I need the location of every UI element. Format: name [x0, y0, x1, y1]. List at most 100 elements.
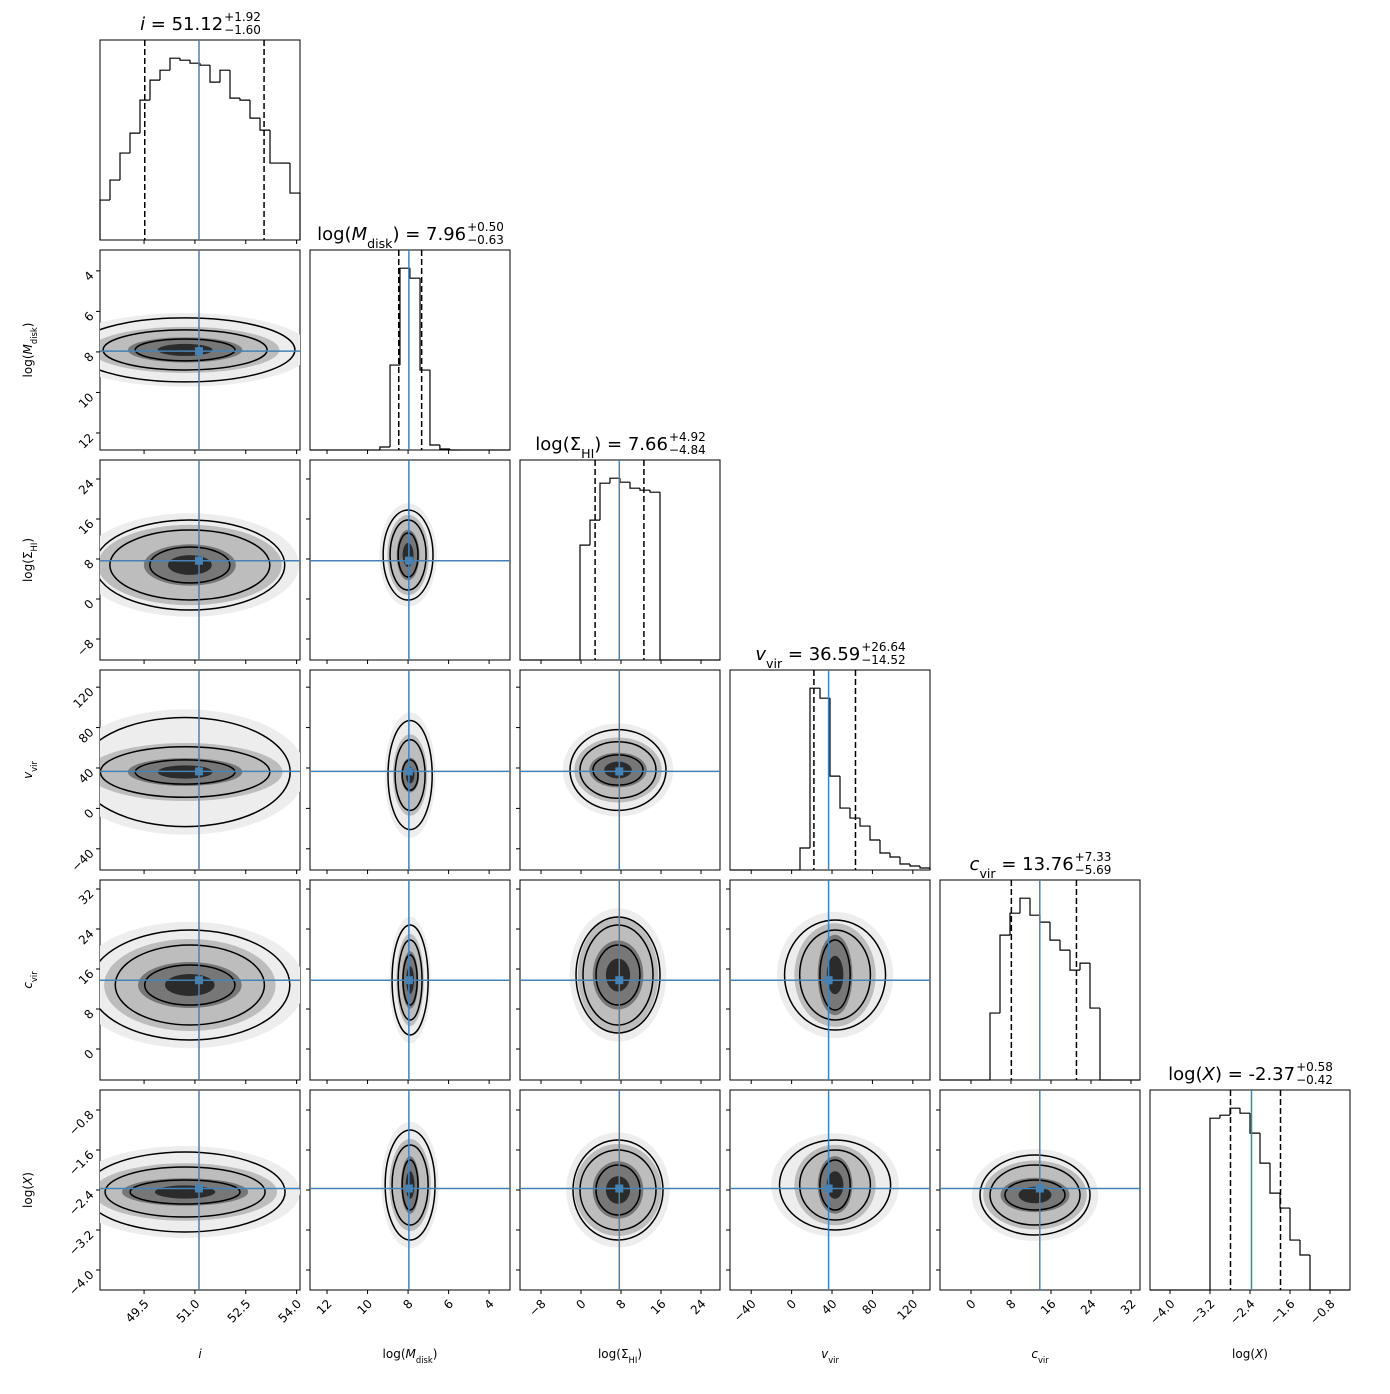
label-part: M	[352, 224, 368, 245]
y-tick-label: −1.6	[66, 1148, 97, 1179]
label-part: )	[21, 323, 35, 328]
hist-step	[139, 99, 150, 134]
label-part: i	[198, 1347, 202, 1361]
hist-step	[859, 818, 870, 827]
hist-step	[1089, 963, 1100, 1009]
hist-step	[159, 69, 170, 81]
x-tick-label: −0.8	[1307, 1297, 1338, 1328]
hist-step	[259, 118, 270, 131]
hist-step	[1239, 1108, 1250, 1114]
contour	[129, 1179, 241, 1205]
label-part: log(	[21, 559, 35, 582]
density	[776, 911, 894, 1039]
y-tick-label: 16	[76, 517, 97, 538]
density	[379, 503, 437, 607]
title-median: 36.59	[809, 644, 861, 665]
hist-step	[199, 63, 210, 66]
label-part: )	[637, 1347, 642, 1361]
y-tick-label: −40	[69, 846, 97, 874]
y-axis-label: log(ΣHI)	[21, 538, 39, 582]
contour	[143, 964, 236, 1006]
x-axis-label: log(Mdisk)	[383, 1347, 438, 1365]
hist-step	[419, 278, 430, 371]
median-point	[194, 976, 203, 985]
contour	[595, 944, 641, 1006]
x-tick-label: 16	[1038, 1297, 1059, 1318]
y-tick-label: 40	[76, 766, 97, 787]
y-tick-label: −4.0	[66, 1268, 97, 1299]
x-tick-label: 80	[859, 1297, 880, 1318]
y-tick-label: 4	[81, 269, 96, 284]
x-tick-label: 24	[688, 1297, 709, 1318]
title-upper: +1.92	[224, 10, 261, 24]
hist-step	[879, 840, 890, 854]
contour	[579, 740, 657, 800]
contour	[575, 916, 661, 1034]
panel-title: log(Mdisk) = 7.96	[317, 224, 466, 251]
x-axis-label: log(X)	[1232, 1347, 1268, 1361]
hist-step	[239, 98, 250, 101]
density	[100, 313, 300, 387]
density	[971, 1149, 1099, 1241]
label-part: X	[1254, 1347, 1264, 1361]
label-part: HI	[629, 1355, 638, 1365]
median-point	[404, 556, 413, 565]
label-part: )	[433, 1347, 438, 1361]
x-tick-label: 0	[963, 1297, 978, 1312]
median-point	[194, 1184, 203, 1193]
hist-step	[179, 58, 190, 61]
x-tick-label: 51.0	[174, 1297, 203, 1326]
median-point	[194, 556, 203, 565]
panel-title: vvir = 36.59	[755, 644, 860, 671]
hist-step	[849, 808, 860, 819]
x-tick-label: 49.5	[123, 1297, 152, 1326]
hist-step	[599, 482, 610, 521]
hist-step	[1259, 1133, 1270, 1164]
hist-step	[899, 857, 910, 865]
y-tick-label: 24	[76, 927, 97, 948]
contour	[798, 929, 872, 1021]
x-tick-label: 120	[894, 1297, 920, 1323]
y-tick-label: 16	[76, 967, 97, 988]
median-point	[1035, 1184, 1044, 1193]
hist-step	[639, 488, 650, 491]
x-tick-label: 0	[784, 1297, 799, 1312]
contour	[109, 529, 271, 601]
contour	[387, 719, 433, 831]
hist-step	[589, 519, 600, 546]
density	[771, 1133, 899, 1237]
label-part: vir	[1038, 1355, 1049, 1365]
panel-frame	[309, 249, 511, 451]
contour	[579, 1149, 657, 1231]
hist-step	[289, 163, 301, 240]
label-part: Σ	[21, 551, 35, 559]
hist-step	[649, 490, 660, 493]
x-tick-label: 4	[481, 1297, 496, 1312]
y-tick-label: 8	[81, 557, 96, 572]
density	[569, 908, 667, 1042]
median-point	[824, 1184, 833, 1193]
hist-step	[399, 267, 410, 366]
label-part: HI	[581, 446, 594, 461]
contour	[134, 338, 236, 362]
x-tick-label: −2.4	[1227, 1297, 1258, 1328]
hist-step	[609, 477, 620, 484]
contour	[778, 1139, 892, 1231]
label-part: log(	[598, 1347, 621, 1361]
hist-step	[149, 79, 160, 101]
title-upper: +7.33	[1075, 850, 1112, 864]
y-tick-label: 8	[81, 1007, 96, 1022]
x-tick-label: 8	[400, 1297, 415, 1312]
title-lower: −4.84	[669, 443, 706, 457]
y-tick-label: 32	[76, 887, 97, 908]
title-median: -2.37	[1249, 1064, 1296, 1085]
hist-step	[1309, 1255, 1320, 1291]
hist-step	[829, 698, 840, 777]
hist-step	[429, 370, 440, 446]
contour	[114, 944, 266, 1026]
x-tick-label: 32	[1118, 1297, 1139, 1318]
title-separator: =	[782, 644, 809, 665]
hist-step	[449, 449, 460, 451]
label-part: c	[21, 982, 35, 989]
